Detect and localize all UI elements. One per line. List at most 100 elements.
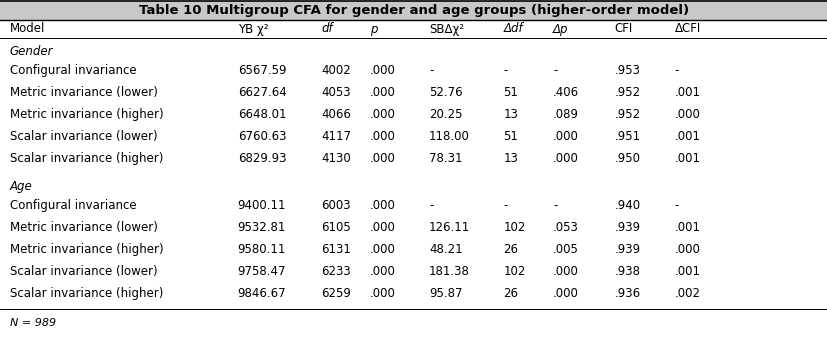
Text: 13: 13 bbox=[503, 152, 518, 165]
Text: .000: .000 bbox=[370, 265, 395, 278]
Text: .950: .950 bbox=[614, 152, 639, 165]
Text: 26: 26 bbox=[503, 287, 518, 300]
Text: 6648.01: 6648.01 bbox=[237, 108, 286, 121]
Text: 9400.11: 9400.11 bbox=[237, 199, 286, 212]
Text: 102: 102 bbox=[503, 265, 525, 278]
Text: 6131: 6131 bbox=[321, 243, 351, 256]
Text: .001: .001 bbox=[674, 86, 700, 99]
Text: 4117: 4117 bbox=[321, 130, 351, 143]
Text: p: p bbox=[370, 23, 377, 36]
Text: -: - bbox=[428, 199, 433, 212]
Text: 9532.81: 9532.81 bbox=[237, 221, 285, 234]
Text: .000: .000 bbox=[370, 287, 395, 300]
Text: .952: .952 bbox=[614, 108, 640, 121]
Text: N = 989: N = 989 bbox=[10, 318, 56, 328]
Text: .000: .000 bbox=[370, 130, 395, 143]
Text: 48.21: 48.21 bbox=[428, 243, 462, 256]
Text: 78.31: 78.31 bbox=[428, 152, 461, 165]
Text: 6233: 6233 bbox=[321, 265, 351, 278]
Text: .406: .406 bbox=[552, 86, 579, 99]
Text: 181.38: 181.38 bbox=[428, 265, 469, 278]
Text: .000: .000 bbox=[370, 152, 395, 165]
Text: 51: 51 bbox=[503, 86, 518, 99]
Text: .053: .053 bbox=[552, 221, 578, 234]
Text: 9580.11: 9580.11 bbox=[237, 243, 285, 256]
Text: .938: .938 bbox=[614, 265, 639, 278]
Text: 4066: 4066 bbox=[321, 108, 351, 121]
Text: -: - bbox=[674, 64, 678, 77]
Text: .001: .001 bbox=[674, 130, 700, 143]
Text: 4002: 4002 bbox=[321, 64, 351, 77]
Text: .000: .000 bbox=[370, 221, 395, 234]
Text: Δp: Δp bbox=[552, 23, 568, 36]
Text: 13: 13 bbox=[503, 108, 518, 121]
Text: 26: 26 bbox=[503, 243, 518, 256]
Text: .000: .000 bbox=[370, 108, 395, 121]
Text: 4130: 4130 bbox=[321, 152, 351, 165]
Text: -: - bbox=[503, 64, 507, 77]
Text: YB χ²: YB χ² bbox=[237, 23, 268, 36]
Text: .936: .936 bbox=[614, 287, 640, 300]
Text: .952: .952 bbox=[614, 86, 640, 99]
Text: Scalar invariance (lower): Scalar invariance (lower) bbox=[10, 265, 157, 278]
Text: 6760.63: 6760.63 bbox=[237, 130, 286, 143]
Text: -: - bbox=[428, 64, 433, 77]
Text: 6627.64: 6627.64 bbox=[237, 86, 286, 99]
Text: Scalar invariance (lower): Scalar invariance (lower) bbox=[10, 130, 157, 143]
Text: -: - bbox=[674, 199, 678, 212]
Text: .953: .953 bbox=[614, 64, 639, 77]
Text: 102: 102 bbox=[503, 221, 525, 234]
Text: 51: 51 bbox=[503, 130, 518, 143]
Text: Configural invariance: Configural invariance bbox=[10, 64, 136, 77]
Text: CFI: CFI bbox=[614, 23, 632, 36]
Text: .000: .000 bbox=[674, 243, 700, 256]
Text: -: - bbox=[552, 199, 557, 212]
Text: .000: .000 bbox=[674, 108, 700, 121]
Text: .000: .000 bbox=[370, 199, 395, 212]
Text: Δdf: Δdf bbox=[503, 23, 523, 36]
Text: .000: .000 bbox=[552, 130, 578, 143]
Text: Model: Model bbox=[10, 23, 45, 36]
Text: .000: .000 bbox=[370, 243, 395, 256]
Text: ΔCFI: ΔCFI bbox=[674, 23, 700, 36]
Text: Scalar invariance (higher): Scalar invariance (higher) bbox=[10, 287, 163, 300]
Text: .001: .001 bbox=[674, 152, 700, 165]
Text: .001: .001 bbox=[674, 221, 700, 234]
Text: df: df bbox=[321, 23, 332, 36]
Text: .939: .939 bbox=[614, 221, 640, 234]
Text: 126.11: 126.11 bbox=[428, 221, 470, 234]
Text: Metric invariance (higher): Metric invariance (higher) bbox=[10, 243, 164, 256]
Text: .951: .951 bbox=[614, 130, 640, 143]
Text: 6105: 6105 bbox=[321, 221, 351, 234]
Text: .939: .939 bbox=[614, 243, 640, 256]
Text: 6259: 6259 bbox=[321, 287, 351, 300]
Text: 118.00: 118.00 bbox=[428, 130, 469, 143]
Text: 9846.67: 9846.67 bbox=[237, 287, 286, 300]
Text: .000: .000 bbox=[552, 152, 578, 165]
Text: Scalar invariance (higher): Scalar invariance (higher) bbox=[10, 152, 163, 165]
Text: .000: .000 bbox=[370, 64, 395, 77]
Text: 95.87: 95.87 bbox=[428, 287, 461, 300]
Text: 20.25: 20.25 bbox=[428, 108, 461, 121]
Text: Age: Age bbox=[10, 180, 32, 193]
Text: 9758.47: 9758.47 bbox=[237, 265, 286, 278]
Text: 6829.93: 6829.93 bbox=[237, 152, 286, 165]
Text: Metric invariance (lower): Metric invariance (lower) bbox=[10, 221, 158, 234]
Text: Configural invariance: Configural invariance bbox=[10, 199, 136, 212]
Text: SBΔχ²: SBΔχ² bbox=[428, 23, 463, 36]
Text: 4053: 4053 bbox=[321, 86, 351, 99]
Bar bbox=[0, 1, 827, 20]
Text: .000: .000 bbox=[552, 265, 578, 278]
Text: .940: .940 bbox=[614, 199, 640, 212]
Text: Table 10 Multigroup CFA for gender and age groups (higher-order model): Table 10 Multigroup CFA for gender and a… bbox=[139, 4, 688, 17]
Text: 6567.59: 6567.59 bbox=[237, 64, 286, 77]
Text: 52.76: 52.76 bbox=[428, 86, 462, 99]
Text: Metric invariance (lower): Metric invariance (lower) bbox=[10, 86, 158, 99]
Text: .001: .001 bbox=[674, 265, 700, 278]
Text: .000: .000 bbox=[552, 287, 578, 300]
Text: 6003: 6003 bbox=[321, 199, 351, 212]
Text: .000: .000 bbox=[370, 86, 395, 99]
Text: -: - bbox=[552, 64, 557, 77]
Text: Metric invariance (higher): Metric invariance (higher) bbox=[10, 108, 164, 121]
Text: Gender: Gender bbox=[10, 45, 54, 58]
